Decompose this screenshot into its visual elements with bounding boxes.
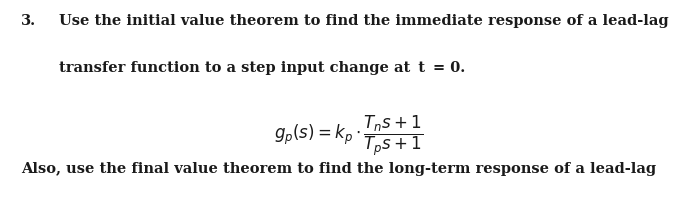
Text: $g_p(s) = k_p \cdot \dfrac{T_n s+1}{T_p s+1}$: $g_p(s) = k_p \cdot \dfrac{T_n s+1}{T_p … [274,113,424,158]
Text: Use the initial value theorem to find the immediate response of a lead-lag: Use the initial value theorem to find th… [59,14,669,28]
Text: transfer function to a step input change at  t  = 0.: transfer function to a step input change… [59,61,466,75]
Text: Also, use the final value theorem to find the long-term response of a lead-lag: Also, use the final value theorem to fin… [21,162,656,176]
Text: 3.: 3. [21,14,36,28]
